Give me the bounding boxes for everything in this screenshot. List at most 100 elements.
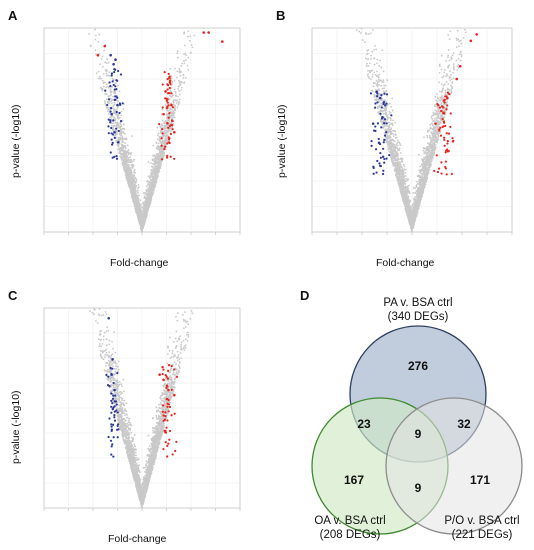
point-down xyxy=(115,157,119,160)
point-ns xyxy=(160,148,163,151)
point-ns xyxy=(134,207,137,210)
point-ns xyxy=(371,69,374,72)
point-ns xyxy=(418,184,421,187)
point-ns xyxy=(178,70,181,73)
point-ns xyxy=(125,165,127,168)
point-ns xyxy=(108,71,111,74)
point-ns xyxy=(148,202,151,205)
point-ns xyxy=(398,170,401,173)
point-ns xyxy=(104,102,107,105)
point-ns xyxy=(361,39,364,41)
point-ns xyxy=(366,58,369,61)
point-ns xyxy=(419,170,421,173)
point-ns xyxy=(114,112,117,115)
point-ns xyxy=(187,35,189,38)
point-ns xyxy=(429,127,432,130)
point-ns xyxy=(142,216,145,219)
point-ns xyxy=(123,161,126,164)
point-ns xyxy=(394,165,397,168)
point-ns xyxy=(151,184,154,187)
point-ns xyxy=(421,175,424,177)
point-ns xyxy=(370,54,373,57)
point-ns xyxy=(129,182,132,185)
point-ns xyxy=(419,171,422,174)
point-ns xyxy=(444,91,447,94)
point-ns xyxy=(185,54,187,57)
point-ns xyxy=(171,116,174,119)
point-ns xyxy=(387,137,390,140)
point-ns xyxy=(178,67,181,70)
point-ns xyxy=(133,176,136,179)
point-up xyxy=(171,106,175,109)
point-ns xyxy=(404,190,407,193)
point-ns xyxy=(424,169,427,172)
point-ns xyxy=(115,132,118,135)
point-ns xyxy=(144,211,147,214)
point-ns xyxy=(143,206,146,209)
point-ns xyxy=(178,93,181,96)
point-ns xyxy=(159,125,162,128)
panel-a-ylabel: p-value (-log10) xyxy=(10,104,22,178)
point-ns xyxy=(137,183,140,186)
point-ns xyxy=(390,130,393,133)
point-ns xyxy=(162,155,164,158)
point-ns xyxy=(377,81,380,83)
point-ns xyxy=(163,143,166,145)
point-ns xyxy=(134,181,137,184)
point-ns xyxy=(383,87,386,90)
point-ns xyxy=(423,183,426,186)
panel-letter-b: B xyxy=(276,8,286,23)
point-ns xyxy=(118,116,121,119)
point-ns xyxy=(161,108,164,111)
point-ns xyxy=(115,139,118,142)
point-ns xyxy=(179,74,182,77)
point-ns xyxy=(377,76,380,79)
point-ns xyxy=(447,49,450,51)
point-ns xyxy=(388,130,391,133)
point-ns xyxy=(183,53,185,56)
point-ns xyxy=(387,145,389,148)
point-ns xyxy=(150,165,153,168)
point-ns xyxy=(166,119,169,122)
point-outliers xyxy=(207,31,210,34)
point-ns xyxy=(452,66,455,69)
point-ns xyxy=(415,192,418,195)
point-ns xyxy=(176,50,179,53)
point-ns xyxy=(176,99,178,102)
point-ns xyxy=(434,95,437,98)
point-ns xyxy=(375,48,378,51)
point-ns xyxy=(450,57,453,60)
point-down xyxy=(119,120,123,123)
point-ns xyxy=(155,142,158,145)
point-ns xyxy=(173,88,176,91)
point-ns xyxy=(391,109,394,112)
point-ns xyxy=(365,33,368,35)
point-ns xyxy=(169,130,172,132)
point-ns xyxy=(121,136,124,139)
point-ns xyxy=(125,155,127,158)
point-ns xyxy=(118,152,121,154)
volcano-a xyxy=(43,27,241,235)
point-up xyxy=(160,137,163,140)
point-ns xyxy=(360,27,363,30)
point-ns xyxy=(165,138,168,141)
point-ns xyxy=(439,96,442,99)
point-ns xyxy=(445,59,447,62)
point-ns xyxy=(414,192,417,194)
point-ns xyxy=(173,104,176,107)
point-ns xyxy=(373,71,376,74)
point-ns xyxy=(426,134,429,137)
point-up xyxy=(167,116,170,119)
point-ns xyxy=(172,101,175,104)
point-ns xyxy=(376,62,378,65)
point-ns xyxy=(131,160,134,163)
point-up xyxy=(166,121,169,125)
point-ns xyxy=(183,62,186,65)
point-up xyxy=(166,78,169,81)
point-ns xyxy=(145,185,148,188)
point-ns xyxy=(105,74,108,77)
point-ns xyxy=(376,85,379,88)
point-ns xyxy=(131,197,134,200)
point-ns xyxy=(157,152,160,155)
point-down xyxy=(109,53,112,57)
